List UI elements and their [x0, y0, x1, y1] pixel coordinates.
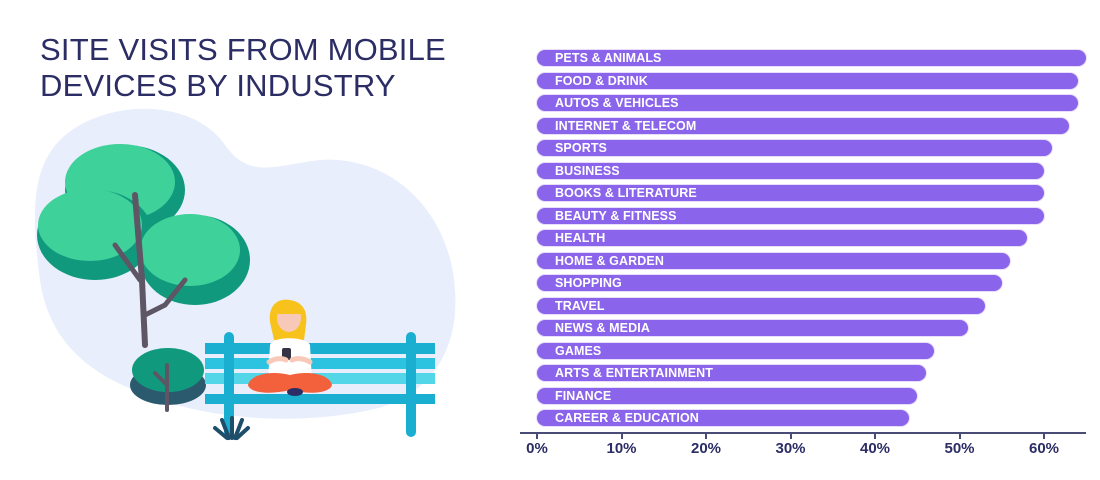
x-axis-tick	[874, 432, 876, 439]
bar: TRAVEL	[537, 297, 985, 314]
title-line-2: DEVICES BY INDUSTRY	[40, 68, 396, 103]
bar-label: FINANCE	[555, 388, 612, 403]
title-line-1: SITE VISITS FROM MOBILE	[40, 32, 446, 67]
bar-label: BEAUTY & FITNESS	[555, 208, 677, 223]
chart-title: SITE VISITS FROM MOBILE DEVICES BY INDUS…	[40, 32, 446, 104]
bar-label: FOOD & DRINK	[555, 73, 648, 88]
bar: SPORTS	[537, 140, 1053, 156]
bar: BOOKS & LITERATURE	[537, 185, 1044, 201]
x-axis-tick	[1043, 432, 1045, 439]
x-axis-tick-label: 10%	[606, 440, 637, 457]
x-axis-tick-label: 30%	[775, 440, 806, 457]
bar: PETS & ANIMALS	[537, 50, 1087, 66]
bar-label: AUTOS & VEHICLES	[555, 96, 679, 110]
x-axis-tick	[620, 432, 623, 439]
bar-label: TRAVEL	[555, 298, 605, 313]
grass-icon	[213, 416, 250, 440]
x-axis-tick	[958, 432, 961, 439]
x-axis-tick-label: 0%	[526, 440, 548, 457]
x-axis-tick	[789, 432, 792, 439]
bar-label: NEWS & MEDIA	[555, 321, 650, 335]
park-bench-illustration	[34, 108, 456, 440]
bar-label: ARTS & ENTERTAINMENT	[555, 366, 714, 380]
x-axis-tick-label: 50%	[944, 440, 975, 457]
bar: FOOD & DRINK	[537, 72, 1078, 89]
bar: FINANCE	[537, 387, 918, 404]
bar-label: GAMES	[555, 343, 602, 358]
bar: GAMES	[537, 342, 935, 359]
bar: NEWS & MEDIA	[537, 320, 968, 336]
bar-label: PETS & ANIMALS	[555, 51, 662, 65]
x-axis-tick-label: 40%	[859, 440, 891, 457]
bar: SHOPPING	[537, 275, 1002, 291]
bar: HOME & GARDEN	[537, 252, 1011, 269]
tree-icon	[37, 144, 250, 348]
bar: INTERNET & TELECOM	[537, 117, 1070, 134]
bar-label: HEALTH	[555, 231, 606, 245]
bar: ARTS & ENTERTAINMENT	[537, 365, 926, 381]
bar-label: SHOPPING	[555, 276, 622, 290]
bar: CAREER & EDUCATION	[537, 410, 909, 426]
bar-label: CAREER & EDUCATION	[555, 411, 699, 425]
x-axis-line	[520, 432, 1086, 434]
bar-label: HOME & GARDEN	[555, 253, 664, 268]
bar-label: SPORTS	[555, 141, 607, 155]
bush-icon	[130, 348, 206, 412]
bar: BUSINESS	[537, 162, 1044, 179]
bar-label: BUSINESS	[555, 163, 620, 178]
bar: BEAUTY & FITNESS	[537, 207, 1044, 224]
x-axis-tick-label: 20%	[690, 440, 722, 457]
bar: HEALTH	[537, 230, 1028, 246]
woman-with-phone-icon	[248, 299, 332, 396]
bar-label: BOOKS & LITERATURE	[555, 186, 697, 200]
x-axis-tick	[705, 432, 707, 439]
x-axis-tick-label: 60%	[1028, 440, 1060, 457]
bar-label: INTERNET & TELECOM	[555, 118, 697, 133]
x-axis-tick	[536, 432, 538, 439]
bar: AUTOS & VEHICLES	[537, 95, 1078, 111]
